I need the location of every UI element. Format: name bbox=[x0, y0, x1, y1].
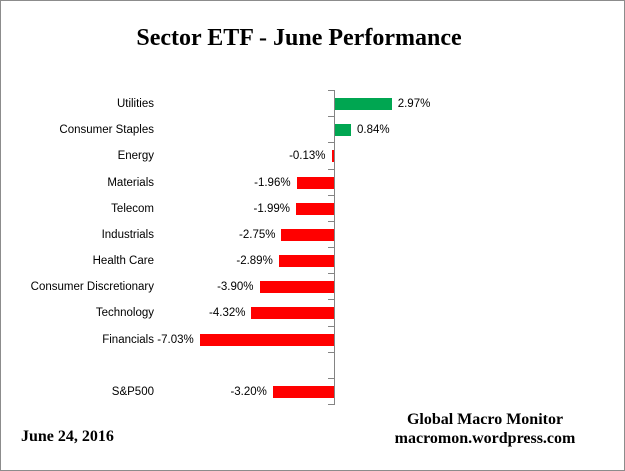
value-label: -3.20% bbox=[230, 385, 267, 398]
bar-materials bbox=[296, 176, 334, 189]
value-label: -3.90% bbox=[217, 281, 254, 294]
footer-date: June 24, 2016 bbox=[21, 428, 114, 445]
category-label: Financials bbox=[102, 333, 154, 346]
footer-credit-line1: Global Macro Monitor bbox=[406, 411, 564, 428]
bar-financials bbox=[199, 333, 334, 346]
axis-tick bbox=[327, 352, 335, 353]
value-label: -4.32% bbox=[209, 307, 246, 320]
value-label: -2.89% bbox=[236, 255, 273, 268]
bar-industrials bbox=[281, 228, 334, 241]
bar-consumer-staples bbox=[335, 124, 352, 137]
axis-tick bbox=[327, 378, 335, 379]
footer-credit: Global Macro Monitor macromon.wordpress.… bbox=[387, 410, 583, 448]
axis-tick bbox=[327, 142, 335, 143]
axis-tick bbox=[327, 195, 335, 196]
axis-tick bbox=[327, 116, 335, 117]
category-label: Consumer Staples bbox=[59, 124, 154, 137]
value-label: -1.96% bbox=[254, 176, 291, 189]
value-label: -2.75% bbox=[239, 228, 276, 241]
bar-s-p500 bbox=[272, 385, 334, 398]
category-label: Industrials bbox=[101, 228, 154, 241]
category-label: Energy bbox=[117, 150, 154, 163]
value-label: -0.13% bbox=[289, 150, 326, 163]
axis-tick bbox=[327, 169, 335, 170]
axis-tick bbox=[327, 221, 335, 222]
axis-tick bbox=[327, 326, 335, 327]
category-label: S&P500 bbox=[111, 385, 154, 398]
category-axis-line bbox=[334, 91, 335, 406]
bar-health-care bbox=[278, 255, 334, 268]
category-label: Health Care bbox=[92, 255, 154, 268]
category-label: Materials bbox=[107, 176, 154, 189]
value-label: 0.84% bbox=[357, 124, 390, 137]
category-label: Consumer Discretionary bbox=[30, 281, 154, 294]
category-label: Technology bbox=[95, 307, 154, 320]
category-label: Utilities bbox=[116, 98, 154, 110]
bar-energy bbox=[331, 150, 334, 163]
bar-telecom bbox=[295, 202, 334, 215]
bar-consumer-discretionary bbox=[259, 281, 334, 294]
bar-utilities bbox=[335, 98, 392, 111]
footer-credit-line2: macromon.wordpress.com bbox=[394, 430, 576, 447]
value-label: -1.99% bbox=[253, 202, 290, 215]
axis-tick bbox=[327, 247, 335, 248]
axis-tick bbox=[327, 90, 335, 91]
category-label: Telecom bbox=[111, 202, 154, 215]
axis-tick bbox=[327, 299, 335, 300]
bar-technology bbox=[251, 307, 334, 320]
value-label: 2.97% bbox=[397, 98, 431, 110]
value-label: -7.03% bbox=[157, 333, 194, 346]
chart-title: Sector ETF - June Performance bbox=[136, 25, 462, 51]
axis-tick bbox=[327, 404, 335, 405]
axis-tick bbox=[327, 273, 335, 274]
